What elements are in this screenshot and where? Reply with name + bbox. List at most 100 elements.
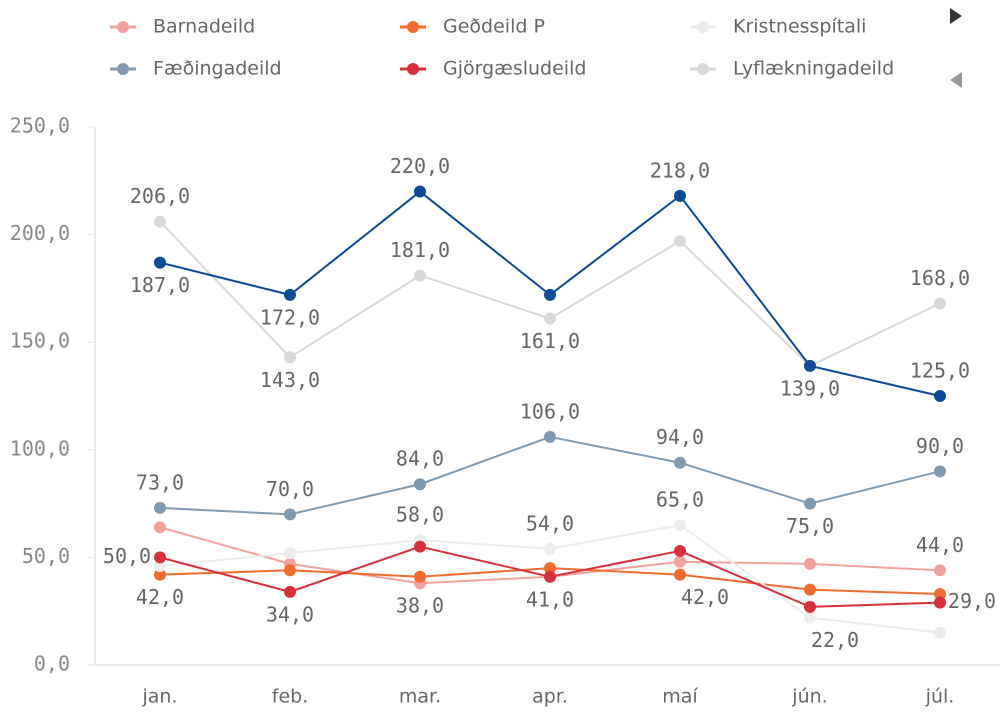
data-point: [674, 568, 686, 581]
legend-next[interactable]: [950, 8, 962, 24]
data-point: [154, 568, 166, 581]
data-point: [544, 288, 556, 301]
data-point: [414, 540, 426, 553]
data-point: [804, 359, 816, 372]
x-tick-label: jan.: [141, 686, 177, 708]
data-label: 187,0: [130, 273, 190, 297]
data-point: [804, 497, 816, 510]
y-tick-label: 100,0: [10, 436, 70, 460]
data-label: 70,0: [266, 477, 314, 501]
data-label: 90,0: [916, 434, 964, 458]
legend-prev[interactable]: [950, 72, 962, 88]
data-label: 73,0: [136, 470, 184, 494]
y-tick-label: 250,0: [10, 114, 70, 138]
data-point: [934, 587, 946, 600]
data-point: [934, 297, 946, 310]
data-label: 218,0: [650, 158, 710, 182]
data-label: 42,0: [136, 585, 184, 609]
data-point: [154, 551, 166, 564]
legend-label: Geðdeild P: [443, 16, 545, 38]
data-label: 161,0: [520, 329, 580, 353]
data-point: [674, 456, 686, 469]
data-point: [414, 269, 426, 282]
data-point: [154, 521, 166, 534]
data-point: [934, 596, 946, 609]
data-point: [674, 544, 686, 557]
x-tick-label: apr.: [532, 686, 568, 708]
y-tick-label: 200,0: [10, 221, 70, 245]
x-tick-label: feb.: [272, 686, 308, 708]
legend-label: Lyflækningadeild: [733, 58, 894, 80]
data-label: 181,0: [390, 238, 450, 262]
data-label: 143,0: [260, 368, 320, 392]
x-tick-label: jún.: [791, 686, 827, 708]
y-tick-label: 0,0: [34, 652, 70, 676]
data-point: [284, 585, 296, 598]
data-label: 54,0: [526, 511, 574, 535]
data-label: 22,0: [811, 628, 859, 652]
data-label: 58,0: [396, 503, 444, 527]
data-point: [154, 215, 166, 228]
data-point: [934, 626, 946, 639]
data-point: [154, 501, 166, 514]
legend-swatch-dot: [407, 21, 419, 33]
data-label: 75,0: [786, 514, 834, 538]
legend-swatch-dot: [697, 21, 709, 33]
data-point: [414, 570, 426, 583]
y-tick-label: 150,0: [10, 329, 70, 353]
data-point: [544, 312, 556, 325]
data-point: [284, 288, 296, 301]
data-label: 84,0: [396, 447, 444, 471]
series-line: [159, 435, 941, 516]
data-point: [284, 564, 296, 577]
data-point: [934, 465, 946, 478]
data-point: [674, 235, 686, 248]
data-point: [804, 583, 816, 596]
data-label: 172,0: [260, 305, 320, 329]
legend-label: Kristnesspítali: [733, 16, 866, 38]
x-tick-label: júl.: [925, 686, 955, 708]
legend-swatch-dot: [697, 63, 709, 75]
x-tick-label: mar.: [399, 686, 441, 708]
data-point: [804, 600, 816, 613]
data-point: [804, 611, 816, 624]
data-label: 44,0: [916, 533, 964, 557]
data-point: [934, 390, 946, 402]
legend-label: Fæðingadeild: [153, 58, 282, 80]
data-label: 206,0: [130, 184, 190, 208]
legend-swatch-dot: [117, 63, 129, 75]
data-label: 106,0: [520, 399, 580, 423]
x-tick-label: maí: [662, 686, 698, 708]
data-point: [674, 555, 686, 568]
data-point: [934, 564, 946, 577]
data-point: [674, 519, 686, 532]
data-label: 38,0: [396, 594, 444, 618]
data-label: 41,0: [526, 587, 574, 611]
legend-swatch-dot: [407, 63, 419, 75]
data-point: [284, 508, 296, 521]
data-label: 42,0: [681, 585, 729, 609]
data-point: [544, 570, 556, 583]
data-label: 34,0: [266, 602, 314, 626]
data-label: 168,0: [910, 266, 970, 290]
data-label: 220,0: [390, 154, 450, 178]
data-point: [284, 351, 296, 364]
data-point: [544, 430, 556, 443]
legend-swatch-dot: [117, 21, 129, 33]
data-point: [284, 547, 296, 560]
data-point: [674, 189, 686, 202]
data-point: [544, 562, 556, 575]
data-label: 94,0: [656, 425, 704, 449]
data-label: 125,0: [910, 359, 970, 383]
data-point: [414, 185, 426, 198]
data-point: [414, 478, 426, 491]
data-point: [804, 557, 816, 570]
y-tick-label: 50,0: [22, 544, 70, 568]
data-label: 29,0: [948, 589, 996, 613]
data-label: 139,0: [780, 376, 840, 400]
data-point: [154, 560, 166, 573]
data-point: [154, 256, 166, 269]
data-label: 50,0: [103, 544, 151, 568]
data-point: [544, 542, 556, 555]
